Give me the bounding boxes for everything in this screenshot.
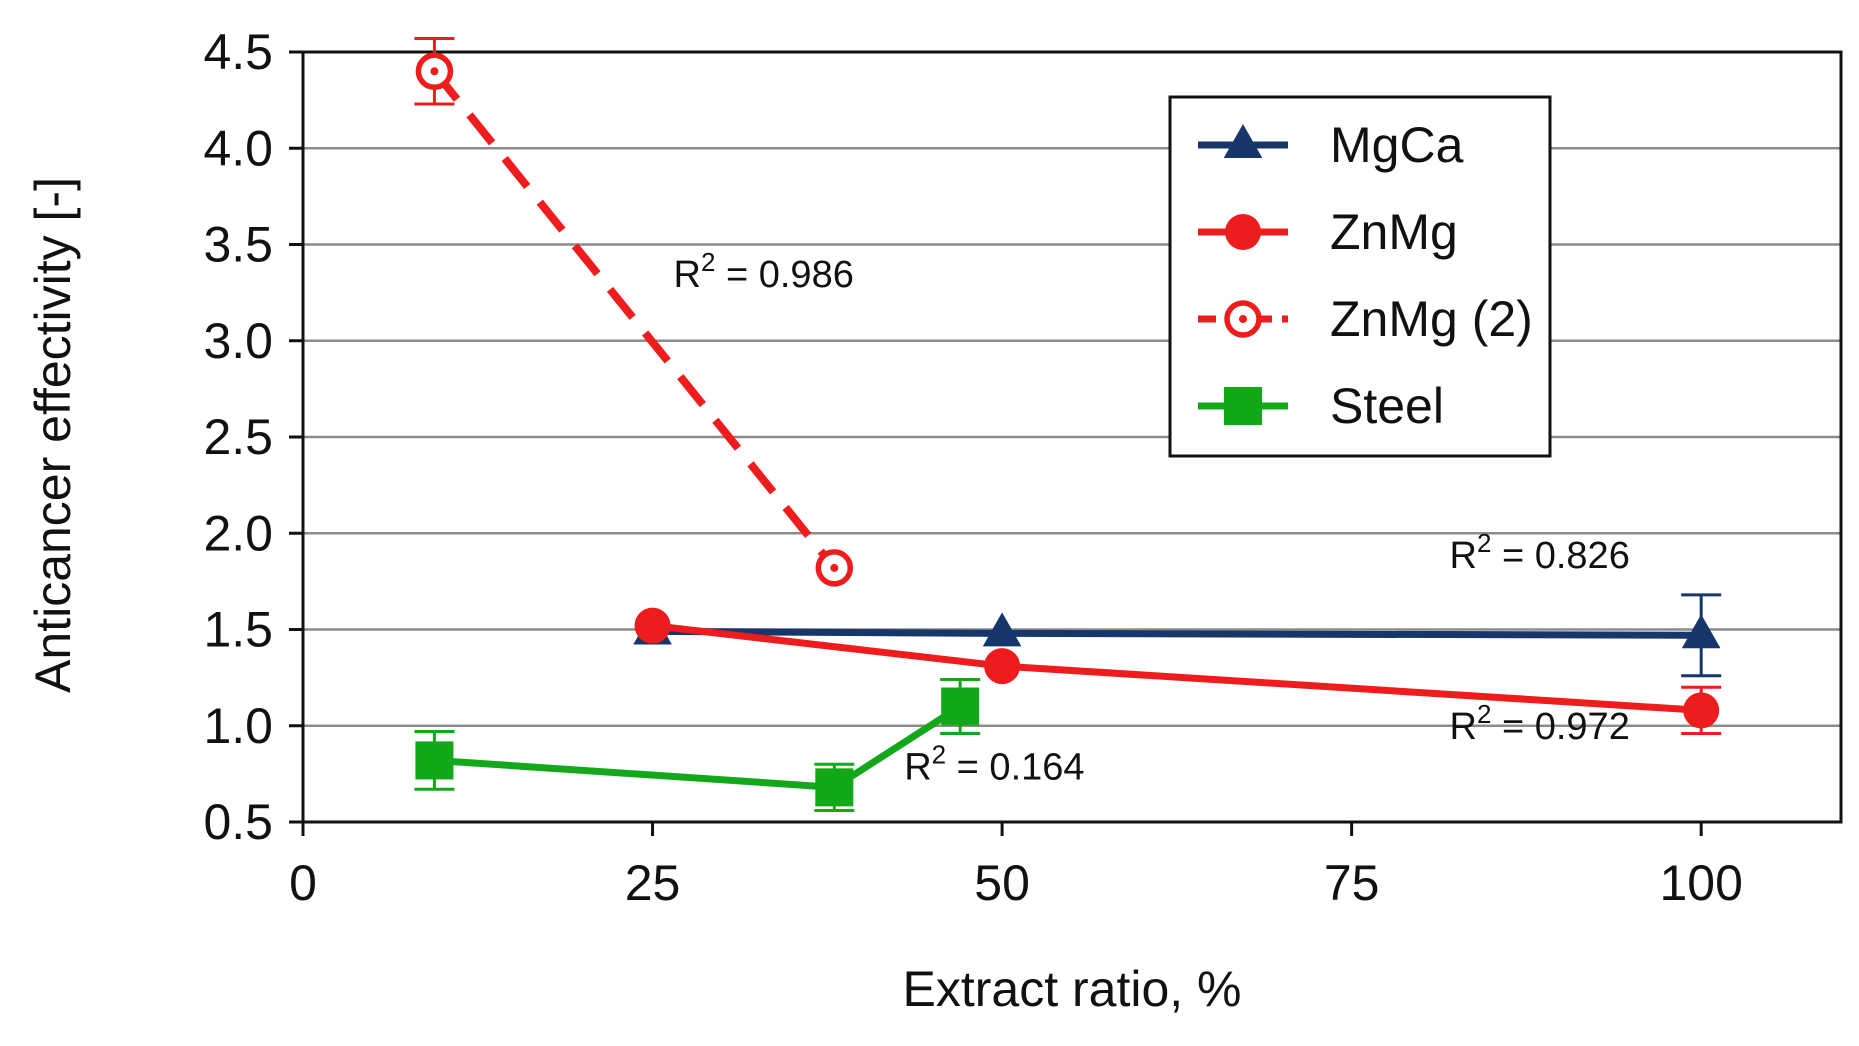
data-point bbox=[984, 648, 1021, 685]
ticks-layer: 0.5 1.0 1.5 2.0 2.5 3.0 3.5 4.0 4.5 0 25 50 75 100 bbox=[203, 24, 1742, 911]
legend-label: ZnMg bbox=[1330, 204, 1458, 260]
y-tick-label: 4.5 bbox=[203, 24, 273, 80]
r-squared-label: R2 = 0.164 bbox=[904, 740, 1084, 789]
r-squared-label: R2 = 0.972 bbox=[1450, 699, 1630, 748]
data-point bbox=[941, 687, 980, 726]
x-tick-label: 50 bbox=[974, 855, 1030, 911]
y-tick-label: 4.0 bbox=[203, 120, 273, 176]
series-line bbox=[431, 68, 838, 571]
series-znmg-2- bbox=[414, 37, 854, 587]
data-point-center bbox=[430, 67, 439, 76]
grid-layer bbox=[303, 147, 1841, 727]
legend-item-mgca[interactable]: MgCa bbox=[1198, 117, 1464, 173]
series-layer bbox=[414, 37, 1722, 812]
legend-marker-center bbox=[1239, 315, 1247, 323]
data-point bbox=[415, 741, 454, 780]
legend-label: ZnMg (2) bbox=[1330, 291, 1533, 347]
r-squared-label: R2 = 0.826 bbox=[1450, 528, 1630, 577]
data-point-center bbox=[830, 563, 839, 572]
series-line bbox=[652, 622, 1702, 714]
data-point bbox=[1683, 692, 1720, 729]
series-znmg bbox=[634, 607, 1722, 735]
x-tick-label: 75 bbox=[1324, 855, 1380, 911]
data-point bbox=[1681, 614, 1721, 649]
legend-item-znmg-2-[interactable]: ZnMg (2) bbox=[1198, 291, 1533, 347]
legend-marker bbox=[1225, 214, 1261, 250]
y-tick-label: 3.0 bbox=[203, 313, 273, 369]
r-squared-label: R2 = 0.986 bbox=[674, 247, 854, 296]
x-tick-label: 0 bbox=[289, 855, 317, 911]
x-axis-title: Extract ratio, % bbox=[903, 961, 1242, 1017]
series-line bbox=[434, 703, 963, 791]
y-tick-label: 1.0 bbox=[203, 698, 273, 754]
series-mgca bbox=[633, 593, 1722, 678]
legend-marker bbox=[1224, 387, 1262, 425]
y-tick-label: 3.5 bbox=[203, 217, 273, 273]
data-point bbox=[815, 768, 854, 807]
x-tick-label: 25 bbox=[625, 855, 681, 911]
legend-label: MgCa bbox=[1330, 117, 1464, 173]
legend-label: Steel bbox=[1330, 378, 1444, 434]
y-tick-label: 1.5 bbox=[203, 602, 273, 658]
series-steel bbox=[414, 678, 981, 812]
legend-item-steel[interactable]: Steel bbox=[1198, 378, 1444, 434]
legend-marker bbox=[1223, 124, 1263, 159]
y-axis-title: Anticancer effectivity [-] bbox=[25, 177, 81, 693]
data-point bbox=[634, 607, 671, 644]
x-tick-label: 100 bbox=[1659, 855, 1742, 911]
annotations-layer: R2 = 0.986 R2 = 0.826 R2 = 0.972 R2 = 0.164 bbox=[674, 247, 1630, 789]
legend-item-znmg[interactable]: ZnMg bbox=[1198, 204, 1458, 260]
y-tick-label: 2.5 bbox=[203, 409, 273, 465]
y-tick-label: 2.0 bbox=[203, 505, 273, 561]
series-line bbox=[652, 627, 1702, 639]
y-tick-label: 0.5 bbox=[203, 794, 273, 850]
data-point bbox=[982, 612, 1022, 647]
legend[interactable]: MgCa ZnMg ZnMg (2) Steel bbox=[1168, 95, 1552, 458]
